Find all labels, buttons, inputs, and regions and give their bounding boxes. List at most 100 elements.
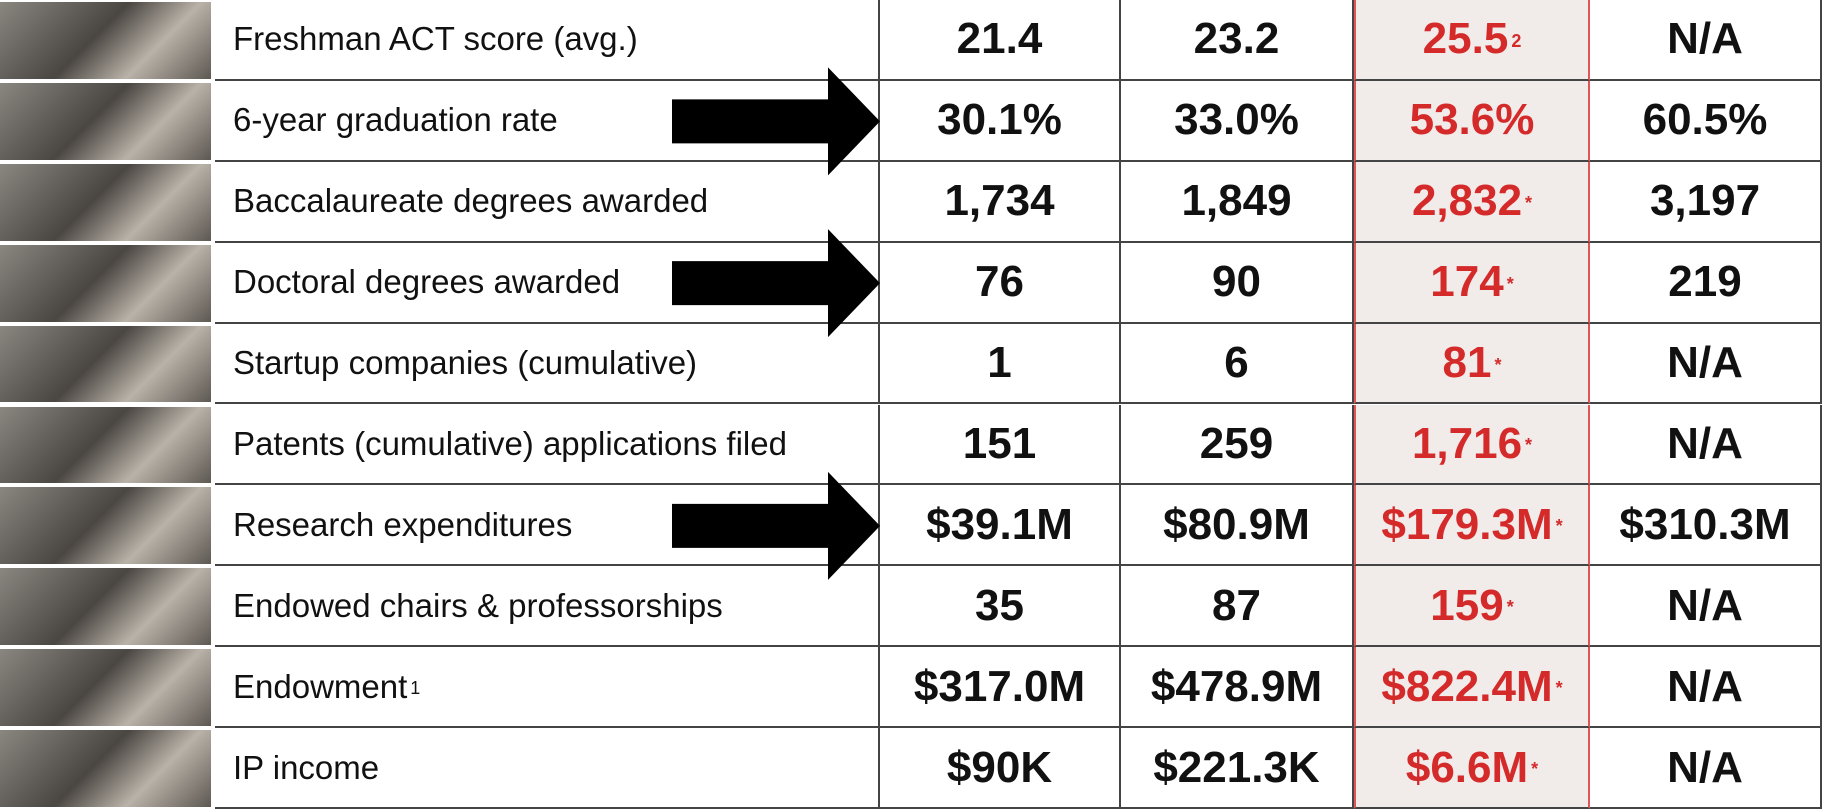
value-cell: $179.3M * [1354,485,1590,567]
value-text: 21.4 [956,14,1043,64]
label-text: Baccalaureate degrees awarded [233,182,709,220]
row-photo [0,325,211,403]
value-cell: $478.9M [1121,647,1354,729]
value-cell: 3,197 [1590,161,1822,243]
row-photo [0,2,211,79]
value-cell: 259 [1121,404,1354,486]
row-label: Baccalaureate degrees awarded [215,161,880,243]
row-photo [0,163,211,241]
value-text: 259 [1199,418,1274,468]
label-text: Endowment [233,667,408,705]
value-text: N/A [1667,418,1743,468]
value-text: $310.3M [1619,499,1791,549]
value-text: 33.0% [1174,95,1299,145]
value-cell: 33.0% [1121,80,1354,162]
value-cell: 2,832 * [1354,161,1590,243]
value-text: 25.5 [1422,14,1509,64]
value-text: 2,832 [1411,176,1523,226]
row-photo [0,244,211,322]
value-cell: 87 [1121,566,1354,648]
footnote-mark: * [1525,435,1533,456]
value-text: N/A [1667,661,1743,711]
value-text: 23.2 [1193,14,1280,64]
value-cell: 174 * [1354,242,1590,324]
value-cell: $221.3K [1121,728,1354,809]
value-cell: $822.4M * [1354,647,1590,729]
row-photo [0,568,211,646]
value-text: 35 [975,580,1024,630]
value-cell: $6.6M * [1354,728,1590,809]
row-label: Startup companies (cumulative) [215,323,880,405]
value-cell: 90 [1121,242,1354,324]
value-cell: N/A [1590,647,1822,729]
label-text: IP income [233,748,380,786]
footnote-mark: * [1555,516,1563,537]
value-cell: $310.3M [1590,485,1822,567]
row-photo [0,730,211,807]
value-text: $317.0M [913,661,1086,711]
value-cell: N/A [1590,404,1822,486]
label-text: Endowed chairs & professorships [233,586,723,624]
footnote-mark: * [1506,273,1514,294]
value-text: 53.6% [1409,95,1535,145]
label-text: Doctoral degrees awarded [233,263,621,301]
value-text: N/A [1667,742,1743,792]
footnote-mark: * [1555,678,1563,699]
value-cell: N/A [1590,566,1822,648]
value-text: 1,849 [1181,176,1292,226]
value-cell: 30.1% [880,80,1121,162]
value-text: 1 [987,338,1012,388]
label-text: 6-year graduation rate [233,101,558,139]
value-cell: 76 [880,242,1121,324]
value-cell: 6 [1121,323,1354,405]
value-text: 81 [1442,338,1492,388]
value-cell: $39.1M [880,485,1121,567]
value-cell: 25.5 2 [1354,0,1590,81]
value-cell: 1,716 * [1354,404,1590,486]
footnote-mark: 2 [1511,30,1522,51]
value-text: $39.1M [926,499,1073,549]
value-cell: 21.4 [880,0,1121,81]
value-text: 219 [1668,257,1742,307]
value-text: $179.3M [1381,499,1553,549]
value-text: 6 [1224,338,1249,388]
row-photo [0,487,211,565]
row-photo [0,649,211,727]
value-cell: 151 [880,404,1121,486]
row-label: Endowment 1 [215,647,880,729]
row-label: Patents (cumulative) applications filed [215,404,880,486]
value-text: N/A [1667,338,1743,388]
footnote-mark: * [1525,192,1533,213]
value-cell: 60.5% [1590,80,1822,162]
row-label: 6-year graduation rate [215,80,880,162]
value-cell: 1 [880,323,1121,405]
value-text: N/A [1667,580,1743,630]
value-text: $478.9M [1150,661,1323,711]
value-cell: 81 * [1354,323,1590,405]
value-cell: 35 [880,566,1121,648]
footnote-mark: 1 [410,678,421,699]
value-text: 151 [962,418,1037,468]
value-text: 90 [1212,257,1261,307]
footnote-mark: * [1494,354,1502,375]
value-text: $6.6M [1405,742,1529,792]
label-text: Startup companies (cumulative) [233,344,698,382]
value-cell: 219 [1590,242,1822,324]
value-text: $221.3K [1153,742,1320,792]
value-cell: N/A [1590,0,1822,81]
value-text: 174 [1430,257,1504,307]
value-cell: 1,734 [880,161,1121,243]
value-text: 159 [1430,580,1504,630]
row-label: Doctoral degrees awarded [215,242,880,324]
value-text: $80.9M [1163,499,1310,549]
value-text: 87 [1212,580,1261,630]
footnote-mark: * [1506,597,1514,618]
value-text: 1,734 [944,176,1055,226]
value-cell: 53.6% [1354,80,1590,162]
value-text: 1,716 [1411,418,1523,468]
row-label: IP income [215,728,880,809]
footnote-mark: * [1531,759,1539,780]
value-cell: 159 * [1354,566,1590,648]
row-photo [0,82,211,160]
row-label: Research expenditures [215,485,880,567]
